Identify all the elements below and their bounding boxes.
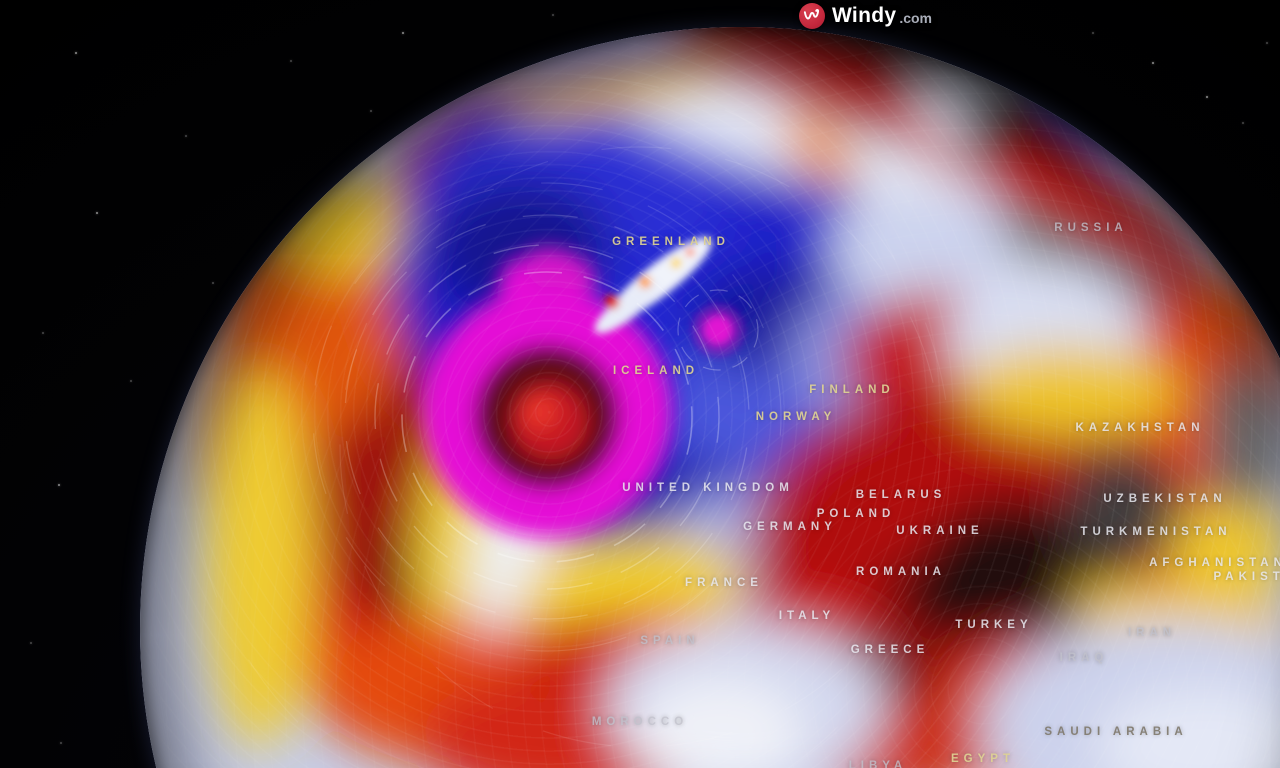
windy-logo[interactable]: Windy .com xyxy=(799,3,932,29)
star-dot xyxy=(1092,32,1094,34)
star-dot xyxy=(370,110,372,112)
star-dot xyxy=(58,484,60,486)
star-dot xyxy=(1242,122,1244,124)
globe-map[interactable] xyxy=(140,27,1280,768)
windy-logo-text: Windy xyxy=(832,4,897,27)
star-dot xyxy=(212,282,214,284)
star-dot xyxy=(552,14,554,16)
windy-logo-tld: .com xyxy=(899,9,932,26)
star-dot xyxy=(130,380,132,382)
windy-logo-icon xyxy=(799,3,825,29)
star-dot xyxy=(1266,42,1268,44)
temperature-anomaly-field xyxy=(189,27,1280,768)
anomaly-large-masses xyxy=(200,27,1280,768)
polar-low-vortex xyxy=(422,247,672,537)
small-anomaly-features xyxy=(594,237,744,356)
star-dot xyxy=(60,742,62,744)
star-dot xyxy=(75,52,77,54)
wind-streaks xyxy=(189,76,951,768)
star-dot xyxy=(1152,62,1154,64)
star-dot xyxy=(96,212,98,214)
star-dot xyxy=(1206,96,1208,98)
star-dot xyxy=(42,332,44,334)
star-dot xyxy=(185,135,187,137)
star-dot xyxy=(402,32,404,34)
star-dot xyxy=(290,60,292,62)
star-dot xyxy=(30,642,32,644)
